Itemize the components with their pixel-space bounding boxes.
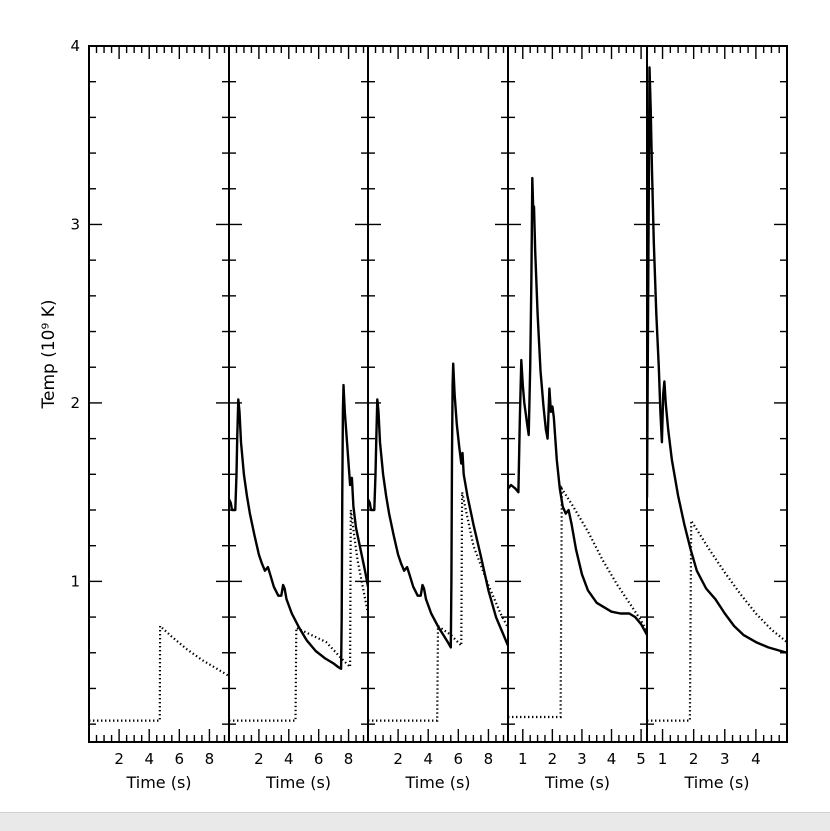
panel-3-solid-line [368, 362, 508, 649]
panel-3-xtick-label: 8 [484, 750, 494, 768]
panel-1-xtick-label: 6 [175, 750, 185, 768]
panel-4-xtick-label: 5 [636, 750, 646, 768]
panel-1-frame [88, 45, 230, 743]
panel-5-xtick-label: 4 [751, 750, 761, 768]
panel-4: 1 2 3 4 5 Time (s) [507, 45, 648, 792]
panel-2-x-axis-label: Time (s) [265, 773, 331, 792]
panel-5-xtick-label: 3 [720, 750, 730, 768]
panel-5-dotted-line [647, 516, 787, 722]
panel-4-dotted-line [508, 484, 647, 719]
panel-1-xtick-label: 4 [144, 750, 154, 768]
panel-5-frame [646, 45, 788, 743]
panel-1-dotted-line [89, 623, 229, 722]
panel-3: 2 4 6 8 Time (s) [367, 45, 509, 792]
panel-5-xtick-label: 2 [689, 750, 699, 768]
panel-3-xtick-label: 2 [393, 750, 403, 768]
panel-3-xtick-label: 6 [454, 750, 464, 768]
panel-2-xtick-label: 4 [284, 750, 294, 768]
panel-3-xtick-label: 4 [423, 750, 433, 768]
panel-1-xtick-label: 8 [205, 750, 215, 768]
panel-2-xtick-label: 6 [314, 750, 324, 768]
panel-2-xtick-label: 8 [344, 750, 354, 768]
panel-5-xtick-label: 1 [658, 750, 668, 768]
panel-2-dotted-line [229, 509, 368, 722]
panel-4-xtick-label: 2 [548, 750, 558, 768]
y-tick-label: 1 [70, 572, 80, 590]
panel-4-x-axis-label: Time (s) [544, 773, 610, 792]
panel-5-x-axis-label: Time (s) [683, 773, 749, 792]
y-axis-left: 1 2 3 4 [70, 37, 80, 590]
panel-4-xtick-label: 3 [577, 750, 587, 768]
panel-3-dotted-line [368, 491, 508, 722]
panel-1: 2 4 6 8 Time (s) [88, 45, 230, 792]
panel-1-xtick-label: 2 [114, 750, 124, 768]
y-tick-label: 3 [70, 215, 80, 233]
panel-2-frame [228, 45, 369, 743]
window-bottom-bar [0, 812, 830, 831]
panel-1-x-axis-label: Time (s) [125, 773, 191, 792]
panel-3-x-axis-label: Time (s) [404, 773, 470, 792]
y-tick-label: 2 [70, 394, 80, 412]
panel-2-solid-line [229, 383, 368, 670]
panel-4-solid-line [508, 176, 647, 636]
y-axis-label: Temp (10⁹ K) [39, 300, 59, 410]
panel-2: 2 4 6 8 Time (s) [228, 45, 369, 792]
panel-4-xtick-label: 1 [518, 750, 528, 768]
panel-4-xtick-label: 4 [607, 750, 617, 768]
y-tick-label: 4 [70, 37, 80, 55]
panel-5-solid-line [647, 66, 787, 654]
panel-2-xtick-label: 2 [254, 750, 264, 768]
